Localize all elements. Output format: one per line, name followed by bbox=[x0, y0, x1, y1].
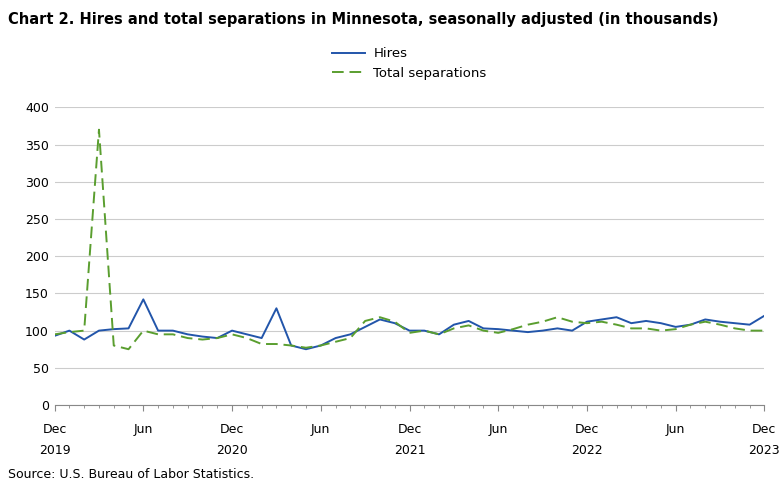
Text: Dec: Dec bbox=[575, 423, 599, 436]
Text: Dec: Dec bbox=[220, 423, 244, 436]
Text: Dec: Dec bbox=[42, 423, 67, 436]
Text: Dec: Dec bbox=[752, 423, 777, 436]
Text: Source: U.S. Bureau of Labor Statistics.: Source: U.S. Bureau of Labor Statistics. bbox=[8, 468, 254, 481]
Text: Jun: Jun bbox=[666, 423, 686, 436]
Legend: Hires, Total separations: Hires, Total separations bbox=[327, 42, 492, 85]
Text: 2023: 2023 bbox=[749, 444, 780, 457]
Text: 2022: 2022 bbox=[571, 444, 603, 457]
Text: Dec: Dec bbox=[397, 423, 422, 436]
Text: 2021: 2021 bbox=[394, 444, 425, 457]
Text: Chart 2. Hires and total separations in Minnesota, seasonally adjusted (in thous: Chart 2. Hires and total separations in … bbox=[8, 12, 718, 27]
Text: 2020: 2020 bbox=[216, 444, 248, 457]
Text: Jun: Jun bbox=[133, 423, 153, 436]
Text: Jun: Jun bbox=[488, 423, 508, 436]
Text: 2019: 2019 bbox=[39, 444, 70, 457]
Text: Jun: Jun bbox=[311, 423, 331, 436]
